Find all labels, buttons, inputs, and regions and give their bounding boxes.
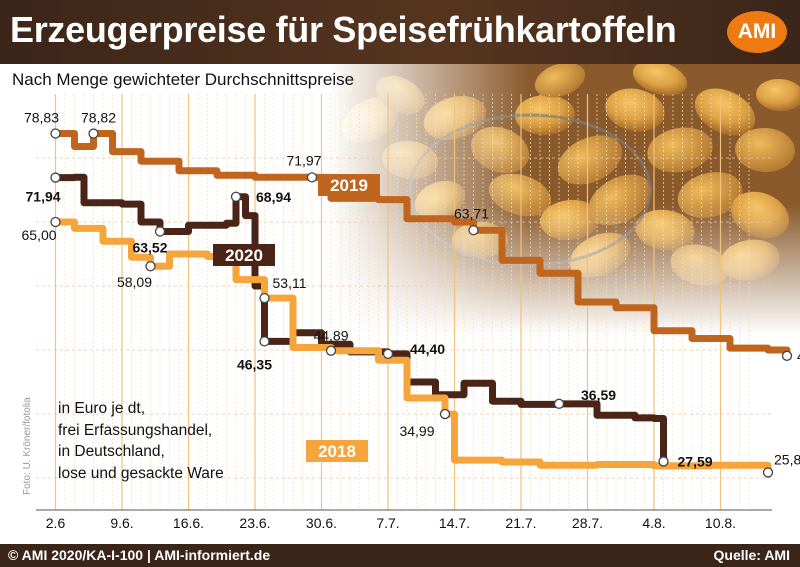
- x-axis-ticks: 2.6 9.6. 16.6. 23.6. 30.6. 7.7. 14.7. 21.7. 28.7…: [46, 515, 736, 531]
- data-label: 53,11: [273, 275, 307, 291]
- x-tick-label: 30.6.: [306, 515, 337, 531]
- chart-subtitle: Nach Menge gewichteter Durchschnittsprei…: [12, 70, 355, 89]
- data-point-marker: [762, 467, 774, 478]
- ami-logo: AMI: [727, 11, 787, 53]
- x-tick-label: 9.6.: [110, 515, 133, 531]
- x-tick-label: 2.6: [46, 515, 66, 531]
- photo-credit: Foto: U. Kröner/fotolia: [22, 397, 33, 495]
- data-point-marker: [382, 348, 394, 359]
- series-line-2019: [52, 129, 791, 360]
- potato-shape: [534, 62, 586, 98]
- data-label: 46,35: [237, 356, 272, 372]
- data-label: 63,71: [454, 205, 489, 221]
- data-point-marker: [145, 261, 156, 272]
- potato-shape: [756, 78, 800, 112]
- data-point-marker: [88, 128, 99, 139]
- data-point-marker: [230, 191, 242, 202]
- series-name-label: 2018: [318, 442, 356, 461]
- data-point-marker: [468, 225, 479, 236]
- x-tick-label: 16.6.: [173, 515, 204, 531]
- data-label: 71,94: [26, 189, 61, 205]
- data-label: 44,09: [797, 348, 800, 364]
- data-point-marker: [439, 408, 451, 420]
- year-label-box: [306, 440, 368, 462]
- data-label: 36,59: [581, 387, 616, 403]
- unit-note: in Euro je dt, frei Erfassungshandel, in…: [58, 400, 224, 482]
- chart-svg: 2.6 9.6. 16.6. 23.6. 30.6. 7.7. 14.7. 21.7. 28.7…: [22, 60, 800, 531]
- year-label-box: [213, 244, 275, 266]
- data-point-marker: [658, 456, 669, 467]
- x-tick-label: 4.8.: [642, 515, 665, 531]
- series-name-label: 2019: [330, 176, 368, 195]
- x-tick-label: 10.8.: [705, 515, 736, 531]
- data-labels: 78,83 78,82 71,97 63,71 44,09 71,94 63,52 68,94…: [22, 109, 800, 478]
- data-label: 34,99: [399, 423, 434, 439]
- data-label: 78,83: [24, 109, 59, 125]
- data-label: 63,52: [132, 239, 167, 255]
- x-tick-label: 14.7.: [439, 515, 470, 531]
- data-label: 68,94: [256, 189, 291, 205]
- potato-shape: [735, 127, 795, 173]
- potato-shape: [694, 88, 756, 136]
- year-labels: 2019 2020 2018: [213, 174, 380, 462]
- x-tick-label: 21.7.: [505, 515, 536, 531]
- series-name-label: 2020: [225, 246, 263, 265]
- data-point-marker: [50, 128, 61, 139]
- x-tick-label: 7.7.: [376, 515, 399, 531]
- copyright-text: © AMI 2020/KA-I-100 | AMI-informiert.de: [8, 547, 271, 563]
- x-tick-label: 28.7.: [572, 515, 603, 531]
- data-point-marker: [325, 345, 337, 356]
- data-point-marker: [306, 172, 318, 183]
- data-label: 44,40: [410, 341, 445, 357]
- footer-bar: © AMI 2020/KA-I-100 | AMI-informiert.de …: [0, 544, 800, 567]
- data-label: 58,09: [117, 274, 152, 290]
- potato-shape: [632, 60, 688, 96]
- data-point-marker: [50, 172, 61, 183]
- data-point-marker: [50, 216, 61, 228]
- data-point-marker: [781, 350, 793, 361]
- data-label: 27,59: [678, 453, 713, 469]
- data-label: 78,82: [81, 110, 116, 126]
- data-point-marker: [259, 336, 270, 347]
- data-point-marker: [154, 226, 166, 237]
- potato-shape: [557, 135, 623, 185]
- data-label: 65,00: [22, 227, 57, 243]
- page-title: Erzeugerpreise für Speisefrühkartoffeln: [10, 9, 677, 50]
- source-text: Quelle: AMI: [713, 547, 791, 563]
- header-bar: Erzeugerpreise für Speisefrühkartoffeln …: [0, 0, 800, 64]
- data-label: 25,87: [774, 451, 800, 467]
- data-label: 71,97: [286, 152, 321, 168]
- data-label: 44,89: [313, 328, 348, 344]
- x-tick-label: 23.6.: [239, 515, 270, 531]
- year-label-box: [318, 174, 380, 196]
- data-point-marker: [259, 292, 270, 304]
- data-point-marker: [553, 398, 565, 409]
